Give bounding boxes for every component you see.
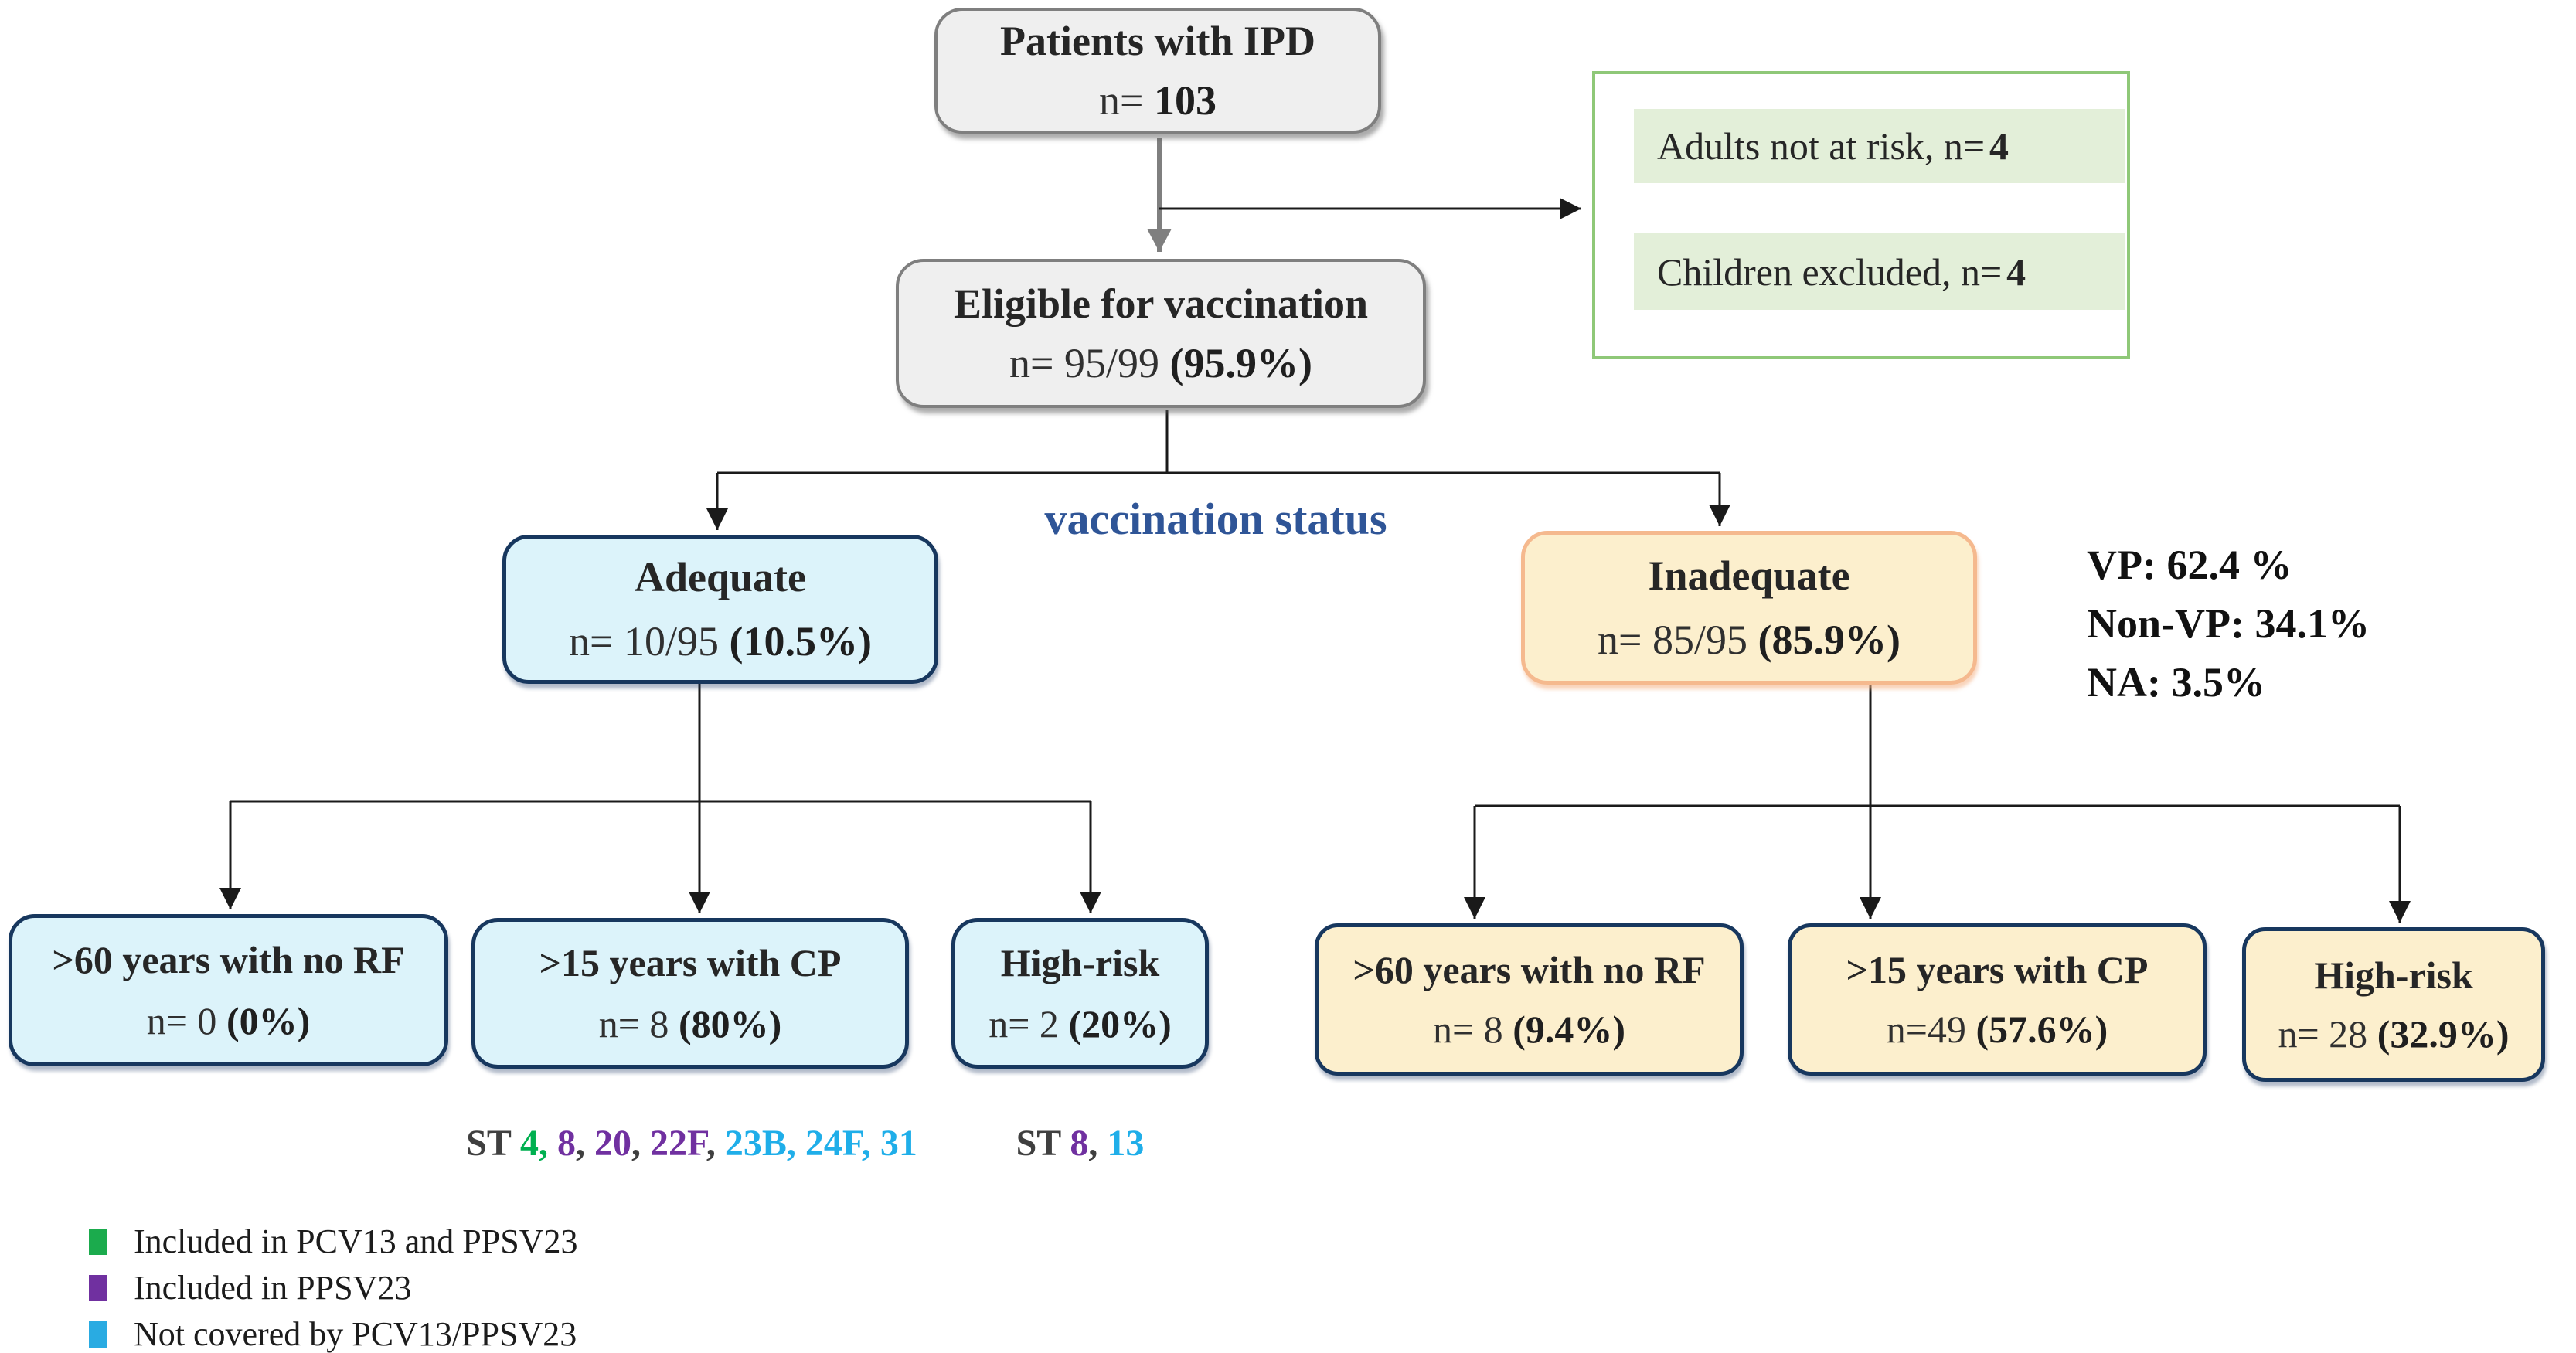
node-title: Adequate <box>634 553 806 600</box>
node-title: >15 years with CP <box>539 941 842 984</box>
vp-stat-line: VP: 62.4 % <box>2087 542 2292 588</box>
node-title: High-risk <box>2314 953 2473 997</box>
legend-label: Included in PCV13 and PPSV23 <box>134 1222 578 1260</box>
node-title: Inadequate <box>1648 552 1850 599</box>
serotype-line-highrisk: ST 8, 13 <box>1016 1123 1145 1164</box>
node-count: n= 8 (9.4%) <box>1432 1007 1625 1051</box>
legend-label: Not covered by PCV13/PPSV23 <box>134 1315 577 1353</box>
node-inadequate-high-risk: High-risk n= 28 (32.9%) <box>2242 927 2545 1082</box>
vp-stats: VP: 62.4 % Non-VP: 34.1% NA: 3.5% <box>2087 535 2370 712</box>
node-eligible: Eligible for vaccination n= 95/99 (95.9%… <box>896 259 1426 408</box>
node-adequate: Adequate n= 10/95 (10.5%) <box>502 535 938 684</box>
node-count: n= 103 <box>1099 76 1217 124</box>
legend-item-pcv13-ppsv23: Included in PCV13 and PPSV23 <box>89 1225 577 1259</box>
node-count: n= 95/99 (95.9%) <box>1009 339 1312 386</box>
node-title: Eligible for vaccination <box>954 280 1368 327</box>
vp-stat-line: Non-VP: 34.1% <box>2087 600 2370 647</box>
node-count: n= 2 (20%) <box>989 1001 1172 1045</box>
vaccination-status-label: vaccination status <box>1044 494 1387 544</box>
node-title: Patients with IPD <box>1000 17 1315 64</box>
node-adequate-over15-cp: >15 years with CP n= 8 (80%) <box>471 918 909 1069</box>
vp-stat-line: NA: 3.5% <box>2087 659 2265 705</box>
legend-label: Included in PPSV23 <box>134 1269 412 1307</box>
legend-item-ppsv23: Included in PPSV23 <box>89 1271 577 1305</box>
node-title: High-risk <box>1000 941 1160 984</box>
purple-swatch-icon <box>89 1275 107 1301</box>
node-patients-with-ipd: Patients with IPD n= 103 <box>934 8 1381 134</box>
node-count: n= 10/95 (10.5%) <box>569 617 872 665</box>
node-inadequate-over60-no-rf: >60 years with no RF n= 8 (9.4%) <box>1315 923 1744 1076</box>
node-title: >60 years with no RF <box>52 938 405 981</box>
node-count: n= 85/95 (85.9%) <box>1598 616 1901 663</box>
excluded-panel: Adults not at risk, n= 4 Children exclud… <box>1592 71 2130 359</box>
node-title: >60 years with no RF <box>1353 948 1706 991</box>
legend-item-not-covered: Not covered by PCV13/PPSV23 <box>89 1317 577 1351</box>
excluded-row-children: Children excluded, n= 4 <box>1634 233 2125 310</box>
node-adequate-over60-no-rf: >60 years with no RF n= 0 (0%) <box>9 914 448 1066</box>
node-count: n= 0 (0%) <box>146 998 311 1042</box>
blue-swatch-icon <box>89 1321 107 1348</box>
legend: Included in PCV13 and PPSV23 Included in… <box>89 1225 577 1351</box>
node-count: n= 8 (80%) <box>598 1001 782 1045</box>
node-count: n= 28 (32.9%) <box>2278 1012 2510 1056</box>
node-count: n=49 (57.6%) <box>1886 1007 2108 1051</box>
green-swatch-icon <box>89 1229 107 1255</box>
node-adequate-high-risk: High-risk n= 2 (20%) <box>951 918 1209 1069</box>
serotype-line-adequate: ST 4, 8, 20, 22F, 23B, 24F, 31 <box>466 1123 917 1164</box>
node-inadequate: Inadequate n= 85/95 (85.9%) <box>1521 531 1977 685</box>
node-inadequate-over15-cp: >15 years with CP n=49 (57.6%) <box>1788 923 2207 1076</box>
node-title: >15 years with CP <box>1846 948 2149 991</box>
excluded-row-adults: Adults not at risk, n= 4 <box>1634 109 2125 183</box>
